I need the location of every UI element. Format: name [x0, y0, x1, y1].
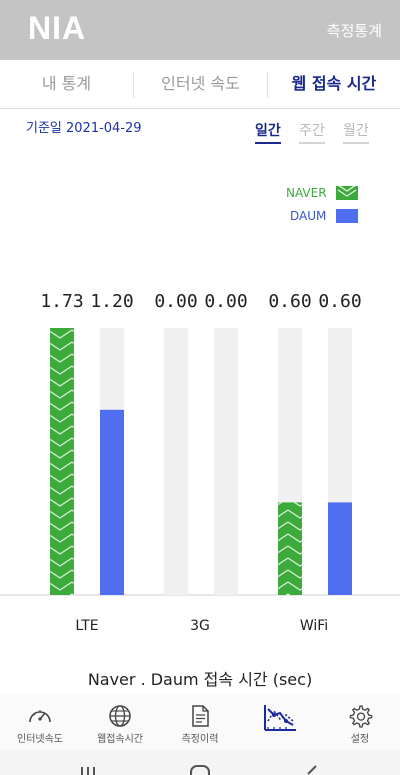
document-icon — [192, 705, 209, 727]
tab-divider — [133, 72, 134, 98]
bar-chart: 1.73 1.20 0.00 0.00 0.60 0.60 — [0, 291, 400, 596]
back-icon[interactable] — [307, 765, 317, 775]
nav-settings-label: 설정 — [350, 734, 370, 745]
tab-my-stats[interactable]: 내 통계 — [41, 74, 92, 93]
value-label-naver-lte: 1.73 — [40, 291, 83, 312]
tab-bar: 내 통계 인터넷 속도 웹 접속 시간 — [0, 60, 400, 109]
nav-internet-speed[interactable]: 인터넷속도 — [0, 695, 80, 750]
value-label-daum-3g: 0.00 — [204, 291, 247, 312]
bar-pattern-naver-wifi — [278, 502, 302, 595]
app-logo: NIA — [28, 10, 87, 46]
system-nav-icons — [81, 765, 317, 775]
nav-statistics[interactable] — [240, 695, 320, 750]
value-label-daum-lte: 1.20 — [90, 291, 133, 312]
nav-measurement-history[interactable]: 측정이력 — [160, 695, 240, 750]
reference-date: 기준일 2021-04-29 — [26, 121, 142, 136]
chart-icon — [264, 705, 296, 731]
nav-settings[interactable]: 설정 — [320, 695, 400, 750]
category-label-lte: LTE — [75, 618, 99, 634]
globe-icon — [109, 705, 131, 727]
legend-daum-swatch — [336, 209, 358, 223]
value-label-naver-wifi: 0.60 — [268, 291, 311, 312]
bottom-nav: 인터넷속도 웹접속시간 측정이력 — [0, 695, 400, 750]
legend-daum-label: DAUM — [290, 209, 327, 223]
bar-track-naver-3g — [164, 328, 188, 595]
category-label-3g: 3G — [190, 618, 210, 634]
speedometer-icon — [29, 710, 51, 723]
bar-track-daum-3g — [214, 328, 238, 595]
legend-naver-label: NAVER — [286, 186, 327, 200]
gear-icon — [349, 705, 373, 728]
tab-internet-speed[interactable]: 인터넷 속도 — [161, 74, 240, 93]
header-stats-title[interactable]: 측정통계 — [326, 22, 382, 40]
nav-web-access-time[interactable]: 웹접속시간 — [80, 695, 160, 750]
recent-apps-icon[interactable] — [81, 767, 95, 775]
home-icon[interactable] — [190, 765, 210, 775]
nav-internet-speed-label: 인터넷속도 — [17, 734, 63, 745]
chart-title: Naver . Daum 접속 시간 (sec) — [87, 670, 313, 689]
app-header: NIA 측정통계 — [0, 0, 400, 60]
system-nav-bar — [0, 750, 400, 775]
tab-divider — [267, 72, 268, 98]
nav-measurement-history-label: 측정이력 — [181, 734, 219, 745]
period-tab-monthly[interactable]: 월간 — [343, 120, 369, 144]
value-label-naver-3g: 0.00 — [154, 291, 197, 312]
nav-web-access-time-label: 웹접속시간 — [97, 734, 143, 745]
bar-daum-lte — [100, 409, 124, 595]
value-label-daum-wifi: 0.60 — [318, 291, 361, 312]
legend-naver-swatch — [336, 186, 358, 200]
category-label-wifi: WiFi — [299, 618, 329, 634]
bar-daum-wifi — [328, 502, 352, 595]
period-tab-weekly[interactable]: 주간 — [299, 120, 325, 144]
tab-web-access-time[interactable]: 웹 접속 시간 — [291, 74, 377, 93]
bar-pattern-naver-lte — [50, 328, 74, 595]
period-tab-daily[interactable]: 일간 — [255, 120, 281, 144]
